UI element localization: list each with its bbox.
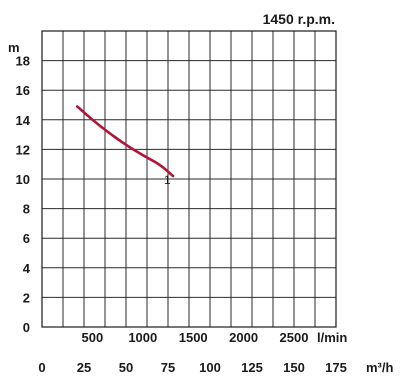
y-tick-label: 14 [16, 113, 31, 128]
y-tick-label: 8 [23, 202, 30, 217]
grid [41, 30, 337, 328]
curve-number-label: 1 [164, 173, 171, 187]
y-tick-label: 10 [16, 172, 30, 187]
x-tick-label: 100 [199, 360, 221, 375]
y-tick-label: 16 [16, 83, 30, 98]
y-tick-label: 0 [23, 320, 30, 335]
x-secondary-tick-label: 2500 [280, 330, 309, 345]
x-tick-label: 150 [283, 360, 305, 375]
y-tick-label: 6 [23, 231, 30, 246]
x-tick-label: 25 [77, 360, 91, 375]
y-tick-label: 4 [23, 261, 31, 276]
x-secondary-tick-label: 2000 [229, 330, 258, 345]
x-secondary-tick-label: 1000 [128, 330, 157, 345]
x-tick-label: 50 [119, 360, 133, 375]
plot-frame [41, 30, 337, 328]
labels: 1450 r.p.m. m l/min m³/h 024681012141618… [8, 11, 394, 375]
pump-curve-line [76, 105, 175, 178]
y-axis-unit-label: m [8, 40, 20, 55]
curves [76, 105, 175, 178]
axes [41, 30, 337, 328]
y-tick-label: 2 [23, 290, 30, 305]
x-axis-lmin-unit-label: l/min [317, 330, 347, 345]
y-tick-label: 18 [16, 54, 30, 69]
x-tick-label: 125 [241, 360, 263, 375]
x-secondary-tick-label: 500 [82, 330, 104, 345]
speed-label: 1450 r.p.m. [263, 11, 335, 27]
x-secondary-tick-label: 1500 [179, 330, 208, 345]
y-tick-label: 12 [16, 142, 30, 157]
x-tick-label: 75 [161, 360, 175, 375]
x-tick-label: 175 [325, 360, 347, 375]
x-tick-label: 0 [38, 360, 45, 375]
x-axis-m3h-unit-label: m³/h [366, 360, 394, 375]
